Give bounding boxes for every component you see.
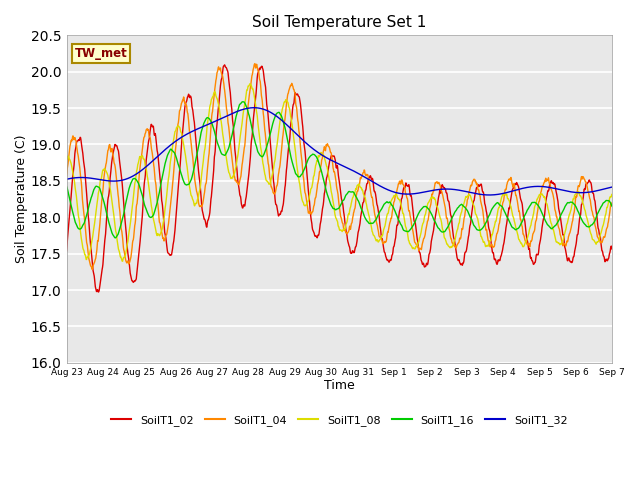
SoilT1_08 (246, 81, 254, 86)
SoilT1_16 (425, 206, 433, 212)
SoilT1_02 (221, 62, 228, 68)
SoilT1_08 (544, 206, 552, 212)
SoilT1_32 (608, 184, 616, 190)
SoilT1_08 (245, 83, 253, 88)
Line: SoilT1_02: SoilT1_02 (67, 65, 612, 292)
SoilT1_16 (63, 183, 70, 189)
SoilT1_04 (88, 266, 96, 272)
SoilT1_16 (171, 151, 179, 157)
SoilT1_32 (250, 105, 258, 110)
SoilT1_04 (608, 200, 616, 205)
SoilT1_04 (63, 173, 70, 179)
SoilT1_08 (425, 200, 433, 205)
SoilT1_16 (184, 181, 192, 187)
SoilT1_04 (544, 177, 552, 183)
SoilT1_02 (544, 188, 552, 193)
Line: SoilT1_32: SoilT1_32 (67, 108, 612, 195)
SoilT1_32 (496, 191, 504, 197)
X-axis label: Time: Time (324, 380, 355, 393)
SoilT1_08 (608, 192, 616, 197)
SoilT1_32 (184, 131, 192, 136)
SoilT1_32 (544, 184, 552, 190)
SoilT1_32 (63, 176, 70, 182)
Line: SoilT1_04: SoilT1_04 (67, 64, 612, 269)
SoilT1_04 (425, 214, 433, 219)
SoilT1_08 (496, 201, 504, 207)
SoilT1_04 (245, 93, 253, 98)
SoilT1_16 (111, 235, 119, 241)
SoilT1_04 (184, 114, 192, 120)
Legend: SoilT1_02, SoilT1_04, SoilT1_08, SoilT1_16, SoilT1_32: SoilT1_02, SoilT1_04, SoilT1_08, SoilT1_… (106, 411, 572, 431)
SoilT1_16 (608, 204, 616, 209)
SoilT1_08 (184, 174, 192, 180)
SoilT1_08 (63, 155, 70, 161)
SoilT1_08 (118, 258, 126, 264)
SoilT1_04 (251, 61, 259, 67)
SoilT1_02 (63, 248, 70, 254)
SoilT1_32 (171, 139, 179, 145)
SoilT1_32 (485, 192, 493, 198)
SoilT1_02 (95, 289, 102, 295)
Title: Soil Temperature Set 1: Soil Temperature Set 1 (252, 15, 426, 30)
SoilT1_32 (424, 188, 432, 194)
Line: SoilT1_08: SoilT1_08 (67, 84, 612, 261)
SoilT1_16 (239, 99, 246, 105)
SoilT1_32 (245, 105, 253, 111)
SoilT1_02 (496, 258, 504, 264)
SoilT1_08 (171, 129, 179, 134)
Text: TW_met: TW_met (75, 47, 127, 60)
SoilT1_02 (171, 228, 179, 233)
SoilT1_16 (496, 202, 504, 208)
SoilT1_16 (246, 115, 253, 120)
SoilT1_04 (496, 217, 504, 223)
SoilT1_04 (171, 153, 179, 159)
SoilT1_02 (246, 164, 253, 169)
SoilT1_02 (184, 93, 192, 98)
SoilT1_02 (608, 246, 616, 252)
Line: SoilT1_16: SoilT1_16 (67, 102, 612, 238)
SoilT1_02 (425, 255, 433, 261)
SoilT1_16 (544, 222, 552, 228)
Y-axis label: Soil Temperature (C): Soil Temperature (C) (15, 135, 28, 264)
